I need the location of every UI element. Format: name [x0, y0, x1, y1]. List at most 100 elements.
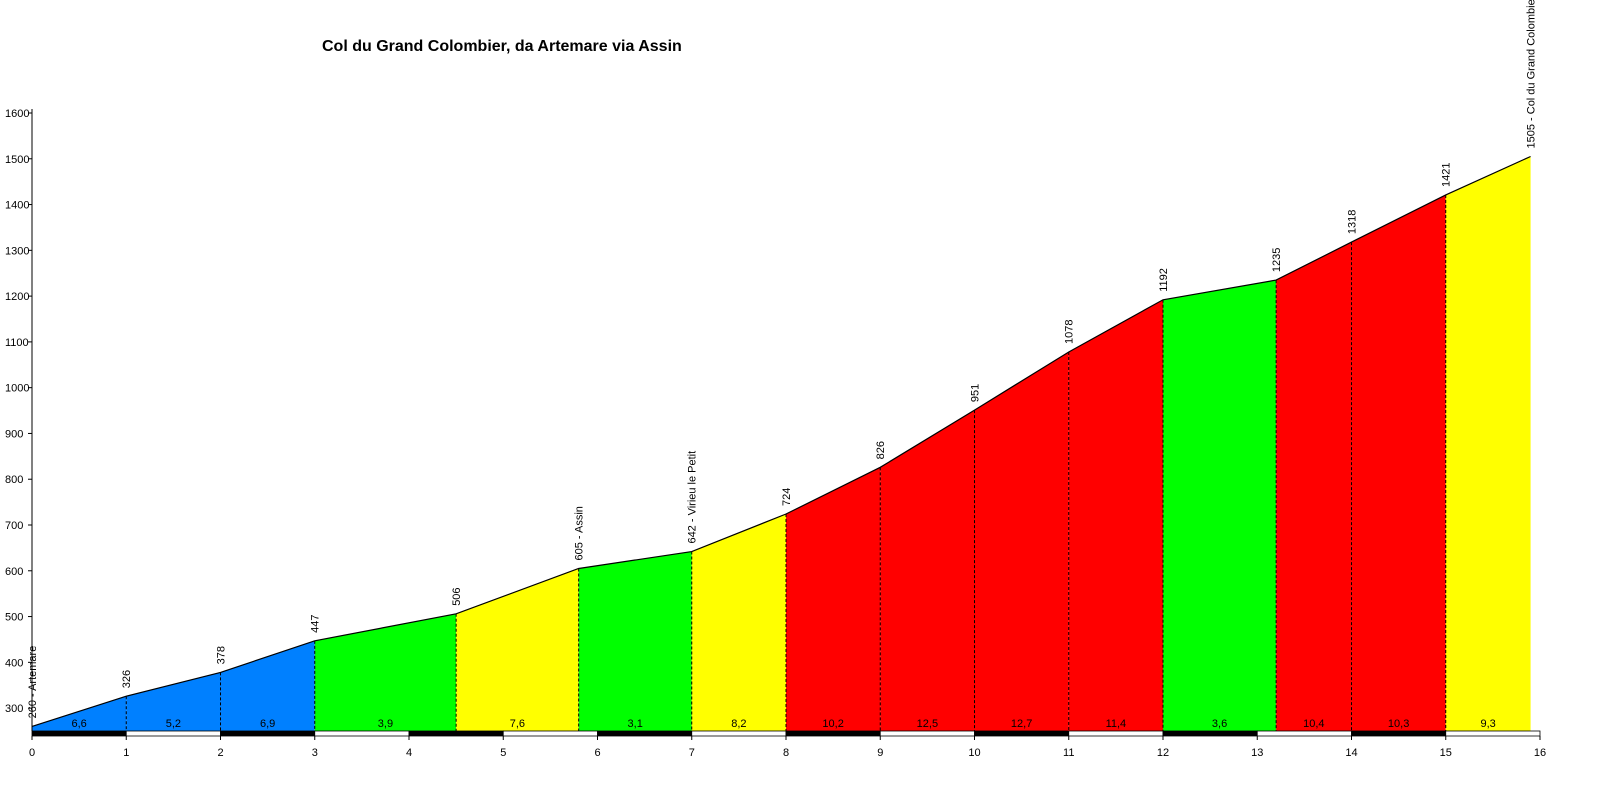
x-tick-label: 5 [500, 747, 506, 759]
profile-lines [31, 155, 1531, 731]
segment-gradient-label: 10,3 [1388, 718, 1409, 730]
km-bar-segment [408, 730, 504, 737]
km-bar-segment [31, 730, 127, 737]
y-tick-label: 1400 [5, 200, 29, 212]
y-tick-label: 900 [5, 428, 23, 440]
x-tick-label: 0 [29, 747, 35, 759]
x-tick-label: 8 [783, 747, 789, 759]
segment-gradient-label: 9,3 [1481, 718, 1496, 730]
km-bar-segment [1162, 730, 1258, 737]
x-tick-label: 9 [877, 747, 883, 759]
y-tick-label: 500 [5, 612, 23, 624]
x-tick-label: 12 [1157, 747, 1169, 759]
x-tick-label: 3 [312, 747, 318, 759]
segment-gradient-label: 10,4 [1303, 718, 1324, 730]
point-elevation-label: 951 [970, 384, 982, 402]
point-labels: 6,6 5,2 6,9 3,9 7,6 3,1 8,2 10,2 12,5 12,7 11,4 3,6… [27, 0, 1538, 730]
x-tick-label: 1 [123, 747, 129, 759]
km-bar-segment [1351, 730, 1447, 737]
segment-gradient-label: 3,1 [628, 718, 643, 730]
km-bar-segment [314, 730, 410, 737]
point-elevation-label: 447 [310, 614, 322, 632]
segment-gradient-label: 7,6 [510, 718, 525, 730]
km-bar-segment [502, 730, 598, 737]
segment-gradient-label: 3,9 [378, 718, 393, 730]
profile-segment [691, 514, 786, 731]
point-elevation-label: 260 - Artemare [27, 646, 39, 719]
x-tick-label: 6 [594, 747, 600, 759]
y-tick-label: 1200 [5, 291, 29, 303]
km-bar-segment [785, 730, 881, 737]
km-bar-segment [597, 730, 693, 737]
y-tick-label: 1300 [5, 245, 29, 257]
km-bar-segment [1068, 730, 1164, 737]
x-tick-label: 14 [1345, 747, 1357, 759]
point-elevation-label: 506 [451, 587, 463, 605]
y-tick-label: 1100 [5, 337, 29, 349]
point-elevation-label: 378 [216, 646, 228, 664]
profile-segment [1163, 280, 1277, 731]
point-elevation-label: 326 [121, 670, 133, 688]
profile-segment [974, 351, 1069, 731]
segment-gradient-label: 8,2 [731, 718, 746, 730]
km-bar-segment [974, 730, 1070, 737]
x-tick-label: 2 [217, 747, 223, 759]
segment-gradient-label: 11,4 [1106, 718, 1127, 730]
y-tick-label: 600 [5, 566, 23, 578]
x-tick-label: 16 [1534, 747, 1546, 759]
point-elevation-label: 1318 [1347, 210, 1359, 234]
km-bar-segment [220, 730, 316, 737]
km-bar-segment [1256, 730, 1352, 737]
profile-segment [578, 551, 692, 731]
profile-segment [1445, 156, 1531, 731]
y-tick-label: 1500 [5, 154, 29, 166]
segment-gradient-label: 5,2 [166, 718, 181, 730]
y-tick-label: 1600 [5, 108, 29, 120]
point-elevation-label: 1421 [1441, 162, 1453, 186]
y-tick-label: 400 [5, 657, 23, 669]
segment-gradient-label: 3,6 [1212, 718, 1227, 730]
y-tick-label: 300 [5, 703, 23, 715]
axes: 3004005006007008009001000110012001300140… [5, 108, 1546, 759]
x-tick-label: 4 [406, 747, 412, 759]
profile-segment [1068, 299, 1163, 731]
profile-line [31, 155, 1531, 727]
x-tick-label: 7 [689, 747, 695, 759]
y-tick-label: 800 [5, 474, 23, 486]
profile-segment [786, 467, 881, 731]
point-elevation-label: 724 [781, 488, 793, 506]
point-elevation-label: 1505 - Col du Grand Colombier [1526, 0, 1538, 148]
profile-segment [1351, 194, 1446, 732]
point-elevation-label: 642 - Virieu le Petit [687, 451, 699, 544]
segment-gradient-label: 6,6 [71, 718, 86, 730]
profile-segment [220, 640, 315, 731]
x-tick-label: 13 [1251, 747, 1263, 759]
profile-segment [32, 696, 127, 731]
profile-segment [880, 410, 975, 731]
x-tick-label: 11 [1063, 747, 1074, 759]
km-bar-segment [691, 730, 787, 737]
profile-segment [314, 613, 457, 731]
x-tick-label: 15 [1440, 747, 1452, 759]
segment-gradient-label: 6,9 [260, 718, 275, 730]
profile-segment [456, 568, 579, 731]
point-elevation-label: 605 - Assin [574, 506, 586, 560]
segment-gradient-label: 12,7 [1011, 718, 1032, 730]
chart-title: Col du Grand Colombier, da Artemare via … [322, 38, 682, 55]
km-bar-segment [1445, 730, 1541, 737]
km-bar-segment [879, 730, 975, 737]
point-elevation-label: 826 [875, 441, 887, 459]
km-bar-segment [125, 730, 221, 737]
y-tick-label: 1000 [5, 383, 29, 395]
profile-segment [126, 672, 221, 731]
segment-gradient-label: 12,5 [917, 718, 938, 730]
x-tick-label: 10 [968, 747, 980, 759]
segment-gradient-label: 10,2 [822, 718, 843, 730]
profile-areas [32, 156, 1531, 732]
point-elevation-label: 1235 [1271, 248, 1283, 272]
point-elevation-label: 1078 [1064, 319, 1076, 343]
profile-segment [1276, 242, 1352, 732]
y-tick-label: 700 [5, 520, 23, 532]
point-elevation-label: 1192 [1158, 268, 1170, 292]
